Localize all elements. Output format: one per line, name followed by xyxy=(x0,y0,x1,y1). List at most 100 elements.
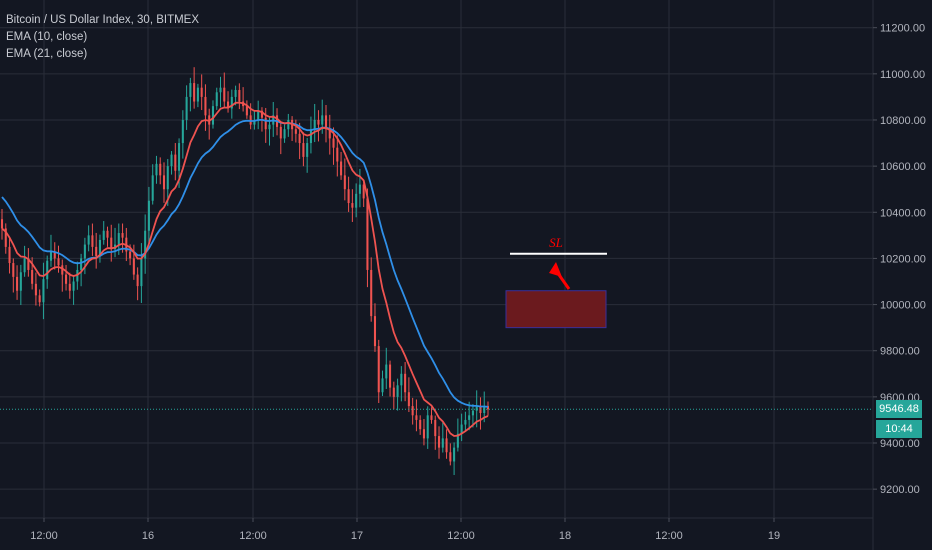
candle-body xyxy=(347,189,350,204)
symbol-title[interactable]: Bitcoin / US Dollar Index, 30, BITMEX xyxy=(6,14,200,26)
candle-body xyxy=(129,251,132,259)
time-tick-label: 12:00 xyxy=(30,530,58,542)
candle-body xyxy=(83,244,86,259)
candle-body xyxy=(106,230,109,238)
candle-body xyxy=(80,258,83,270)
time-axis[interactable]: 12:00 16 12:00 17 12:00 18 12:00 19 xyxy=(30,518,780,542)
candle-body xyxy=(426,415,429,439)
candle-body xyxy=(53,251,56,259)
time-tick-label: 12:00 xyxy=(239,530,267,542)
candle-body xyxy=(336,147,339,162)
ema-21-legend[interactable]: EMA (21, close) xyxy=(6,48,88,60)
candle-body xyxy=(136,274,139,287)
candle-body xyxy=(430,415,433,420)
stop-loss-label: SL xyxy=(549,235,563,250)
candle-body xyxy=(57,258,60,266)
candle-body xyxy=(377,346,380,393)
candle-body xyxy=(166,166,169,190)
candle-body xyxy=(302,143,305,157)
candle-body xyxy=(306,143,309,157)
candle-body xyxy=(196,87,199,102)
candle-body xyxy=(185,96,188,120)
candle-body xyxy=(370,269,373,317)
entry-zone-box[interactable] xyxy=(505,290,607,329)
candle-body xyxy=(110,237,113,250)
candle-body xyxy=(471,410,474,416)
candle-body xyxy=(102,230,105,240)
candle-body xyxy=(483,406,486,414)
candle-body xyxy=(366,198,369,270)
time-tick-label: 12:00 xyxy=(447,530,475,542)
price-tick-label: 9400.00 xyxy=(880,438,920,450)
candle-body xyxy=(16,276,19,291)
candle-body xyxy=(72,281,75,291)
candle-body xyxy=(362,184,365,199)
ema-10-line xyxy=(1,101,489,437)
candle-body xyxy=(287,119,290,130)
candle-body xyxy=(31,269,34,284)
candle-body xyxy=(230,96,233,109)
candle-body xyxy=(253,119,256,125)
candle-body xyxy=(65,274,68,284)
price-tick-label: 10000.00 xyxy=(880,300,926,312)
price-tick-label: 10200.00 xyxy=(880,253,926,265)
candle-body xyxy=(170,154,173,167)
candle-body xyxy=(411,406,414,416)
countdown-badge: 10:44 xyxy=(876,420,922,439)
candle-body xyxy=(46,260,49,280)
candle-body xyxy=(358,184,361,194)
price-axis[interactable]: 9200.009400.009600.009800.0010000.001020… xyxy=(873,23,926,496)
time-tick-label: 16 xyxy=(142,530,154,542)
candle-body xyxy=(415,415,418,420)
candle-body xyxy=(227,101,230,109)
candle-body xyxy=(27,258,30,270)
candle-body xyxy=(12,263,15,277)
candle-body xyxy=(0,219,4,229)
candle-body xyxy=(155,163,158,176)
candles xyxy=(0,67,490,476)
candle-body xyxy=(313,119,316,130)
candle-body xyxy=(219,87,222,93)
candle-body xyxy=(381,378,384,393)
candle-body xyxy=(174,154,177,171)
candle-body xyxy=(249,115,252,125)
candle-body xyxy=(298,133,301,144)
candle-body xyxy=(144,230,147,259)
candle-body xyxy=(178,143,181,171)
candle-body xyxy=(140,258,143,287)
price-tick-label: 10400.00 xyxy=(880,207,926,219)
grid-lines xyxy=(0,0,873,518)
candle-body xyxy=(42,279,45,303)
candle-body xyxy=(34,283,37,296)
candle-body xyxy=(355,193,358,208)
up-arrow-icon xyxy=(549,262,571,290)
candle-body xyxy=(121,233,124,238)
candle-body xyxy=(223,87,226,102)
time-tick-label: 17 xyxy=(351,530,363,542)
candle-body xyxy=(460,424,463,434)
chart-legend: Bitcoin / US Dollar Index, 30, BITMEX EM… xyxy=(6,12,199,63)
candle-body xyxy=(38,295,41,303)
candle-body xyxy=(422,429,425,439)
candle-body xyxy=(340,161,343,176)
candle-body xyxy=(132,258,135,275)
candle-body xyxy=(283,129,286,139)
candle-body xyxy=(87,235,90,245)
price-tick-label: 11000.00 xyxy=(880,69,925,81)
candle-body xyxy=(8,246,11,264)
candle-body xyxy=(260,110,263,118)
candle-body xyxy=(215,92,218,107)
candle-body xyxy=(95,246,98,257)
candle-body xyxy=(91,235,94,247)
candle-body xyxy=(453,447,456,462)
candle-body xyxy=(404,373,407,393)
candle-body xyxy=(351,203,354,208)
candle-body xyxy=(19,272,22,291)
ema-21-line xyxy=(1,118,489,408)
candle-body xyxy=(373,316,377,347)
ema-10-legend[interactable]: EMA (10, close) xyxy=(6,31,88,43)
candle-body xyxy=(268,124,271,130)
candle-body xyxy=(279,126,282,139)
time-tick-label: 19 xyxy=(768,530,780,542)
